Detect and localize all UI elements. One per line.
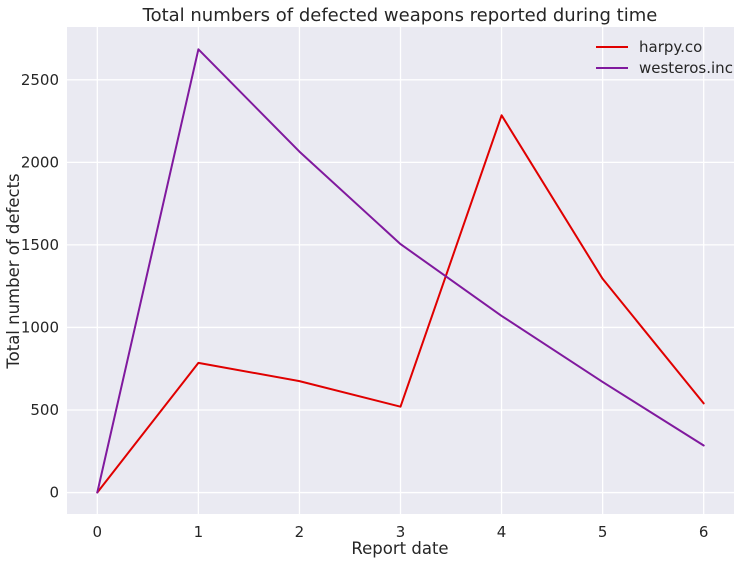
x-tick-labels: 0 1 2 3 4 5 6	[93, 523, 709, 541]
y-tick-label: 1500	[21, 236, 59, 254]
x-tick-label: 3	[396, 523, 406, 541]
series-line-harpy-co	[96, 114, 705, 494]
series-layer	[96, 48, 705, 494]
x-axis-label: Report date	[351, 539, 448, 558]
y-axis-label: Total number of defects	[4, 173, 23, 369]
y-tick-label: 2000	[21, 153, 59, 171]
x-tick-label: 1	[194, 523, 204, 541]
y-tick-label: 2500	[21, 71, 59, 89]
x-tick-label: 4	[497, 523, 507, 541]
x-tick-label: 5	[598, 523, 608, 541]
x-tick-label: 6	[699, 523, 709, 541]
x-tick-label: 2	[295, 523, 305, 541]
series-line-westeros-inc	[96, 48, 705, 494]
legend-label-harpy: harpy.co	[639, 38, 702, 56]
legend-label-westeros: westeros.inc	[639, 59, 733, 77]
y-tick-label: 500	[30, 401, 59, 419]
y-tick-labels: 0 500 1000 1500 2000 2500	[21, 71, 59, 502]
y-tick-label: 0	[49, 484, 59, 502]
chart-title: Total numbers of defected weapons report…	[142, 5, 658, 26]
legend: harpy.co westeros.inc	[596, 38, 733, 77]
x-tick-label: 0	[93, 523, 103, 541]
y-tick-label: 1000	[21, 318, 59, 336]
